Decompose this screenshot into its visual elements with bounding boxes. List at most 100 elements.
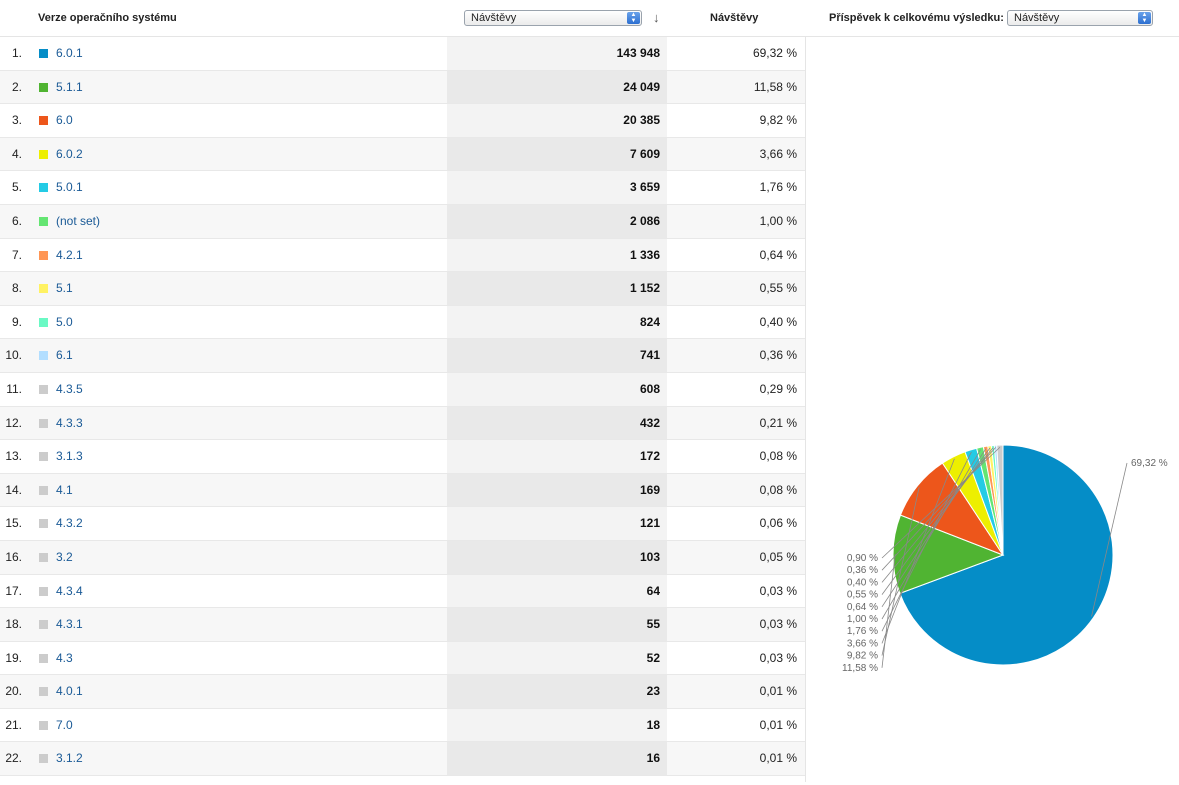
pie-slice-label: 0,55 %: [847, 590, 878, 601]
row-index: 8.: [11, 281, 22, 296]
os-version-link[interactable]: 6.1: [56, 348, 73, 363]
os-version-link[interactable]: 4.3: [56, 650, 73, 665]
os-version-link[interactable]: 6.0: [56, 113, 73, 128]
pie-slice-label: 0,40 %: [847, 577, 878, 588]
series-color-swatch: [39, 620, 48, 630]
visits-value: 1 336: [629, 247, 660, 262]
sort-descending-icon[interactable]: ↓: [653, 10, 660, 25]
os-version-link[interactable]: 5.1: [56, 281, 73, 296]
row-index: 22.: [5, 751, 22, 766]
table-row: 17. 4.3.4 64 0,03 %: [0, 574, 806, 609]
os-version-link[interactable]: 6.0.1: [56, 46, 83, 60]
os-version-link[interactable]: 4.2.1: [56, 247, 83, 262]
row-index: 7.: [11, 247, 22, 262]
os-version-link[interactable]: (not set): [56, 213, 101, 228]
visits-percent: 9,82 %: [759, 113, 797, 128]
metric-cell-bg: [447, 473, 667, 507]
row-index: 19.: [5, 650, 22, 665]
series-color-swatch: [39, 418, 48, 428]
visits-percent: 3,66 %: [759, 146, 797, 161]
series-color-swatch: [39, 183, 48, 193]
os-version-link[interactable]: 5.1.1: [56, 79, 83, 94]
visits-value: 18: [646, 717, 660, 732]
metric-cell-bg: [447, 70, 667, 104]
row-index: 13.: [5, 449, 22, 464]
contribution-select[interactable]: Návštěvy ▲ ▼: [1007, 10, 1153, 26]
row-index: 16.: [5, 549, 22, 564]
visits-value: 20 385: [623, 113, 660, 128]
os-version-link[interactable]: 3.1.3: [56, 449, 83, 464]
series-color-swatch: [39, 250, 48, 260]
visits-percent: 1,76 %: [759, 180, 797, 195]
metric-cell-bg: [447, 372, 667, 406]
table-row: 21. 7.0 18 0,01 %: [0, 708, 806, 743]
contribution-label: Příspěvek k celkovému výsledku:: [829, 12, 1004, 24]
visits-value: 3 659: [629, 180, 660, 195]
pie-slice-label: 0,64 %: [847, 602, 878, 613]
series-color-swatch: [39, 216, 48, 226]
row-index: 15.: [5, 516, 22, 531]
visits-percent: 69,32 %: [752, 46, 797, 60]
pie-slice-label: 3,66 %: [847, 638, 878, 649]
visits-percent: 0,01 %: [759, 751, 797, 766]
os-version-link[interactable]: 4.3.4: [56, 583, 83, 598]
pie-label-connector: [881, 554, 896, 668]
pie-slice[interactable]: [899, 444, 1114, 666]
pie-slice-label: 1,00 %: [847, 614, 878, 625]
table-row: 15. 4.3.2 121 0,06 %: [0, 507, 806, 541]
pie-label-connector: [881, 487, 920, 656]
visits-value: 143 948: [616, 46, 660, 60]
metric-cell-bg: [447, 171, 667, 204]
visits-value: 824: [639, 314, 660, 329]
row-index: 2.: [11, 79, 22, 94]
series-color-swatch: [39, 653, 48, 663]
pie-chart: 69,32 % 0,90 % 0,36 % 0,40 % 0,55 % 0,64 % 1,0…: [806, 37, 1179, 782]
os-version-link[interactable]: 4.3.5: [56, 381, 83, 396]
visits-percent: 0,05 %: [759, 549, 797, 564]
metric-cell-bg: [447, 641, 667, 675]
os-version-link[interactable]: 3.2: [56, 549, 73, 564]
visits-percent: 0,08 %: [759, 449, 797, 464]
os-version-link[interactable]: 4.3.1: [56, 617, 83, 632]
row-index: 6.: [11, 213, 22, 228]
visits-percent: 0,21 %: [759, 415, 797, 430]
os-version-link[interactable]: 7.0: [56, 717, 73, 732]
series-color-swatch: [39, 149, 48, 159]
os-version-link[interactable]: 3.1.2: [56, 751, 83, 766]
os-version-link[interactable]: 4.1: [56, 482, 73, 497]
series-color-swatch: [39, 49, 48, 58]
visits-percent: 0,08 %: [759, 482, 797, 497]
os-version-link[interactable]: 4.0.1: [56, 684, 83, 699]
series-color-swatch: [39, 586, 48, 596]
visits-value: 432: [639, 415, 660, 430]
contribution-select-value: Návštěvy: [1014, 12, 1060, 24]
metric-select-value: Návštěvy: [471, 12, 517, 24]
table-row: 12. 4.3.3 432 0,21 %: [0, 406, 806, 441]
os-version-link[interactable]: 4.3.3: [56, 415, 83, 430]
metric-cell-bg: [447, 204, 667, 238]
dimension-column-header[interactable]: Verze operačního systému: [38, 12, 177, 24]
os-version-link[interactable]: 4.3.2: [56, 516, 83, 531]
os-version-link[interactable]: 5.0.1: [56, 180, 83, 195]
visits-value: 23: [646, 684, 660, 699]
table-row: 8. 5.1 1 152 0,55 %: [0, 272, 806, 306]
visits-percent: 0,36 %: [759, 348, 797, 363]
pie-slice[interactable]: [892, 514, 1005, 595]
visits-value: 121: [639, 516, 660, 531]
pie-slice[interactable]: [996, 444, 1004, 556]
metric-column-header[interactable]: Návštěvy: [710, 12, 759, 24]
metric-cell-bg: [447, 406, 667, 440]
visits-value: 52: [646, 650, 660, 665]
visits-percent: 1,00 %: [759, 213, 797, 228]
series-color-swatch: [39, 284, 48, 294]
series-color-swatch: [39, 82, 48, 92]
os-version-link[interactable]: 6.0.2: [56, 146, 83, 161]
os-version-link[interactable]: 5.0: [56, 314, 73, 329]
pie-label-connector: [1091, 462, 1128, 617]
metric-select[interactable]: Návštěvy ▲ ▼: [464, 10, 642, 26]
pie-slice-label: 0,36 %: [847, 565, 878, 576]
table-row: 7. 4.2.1 1 336 0,64 %: [0, 238, 806, 273]
metric-cell-bg: [447, 574, 667, 608]
table-row: 9. 5.0 824 0,40 %: [0, 305, 806, 340]
visits-percent: 0,01 %: [759, 684, 797, 699]
